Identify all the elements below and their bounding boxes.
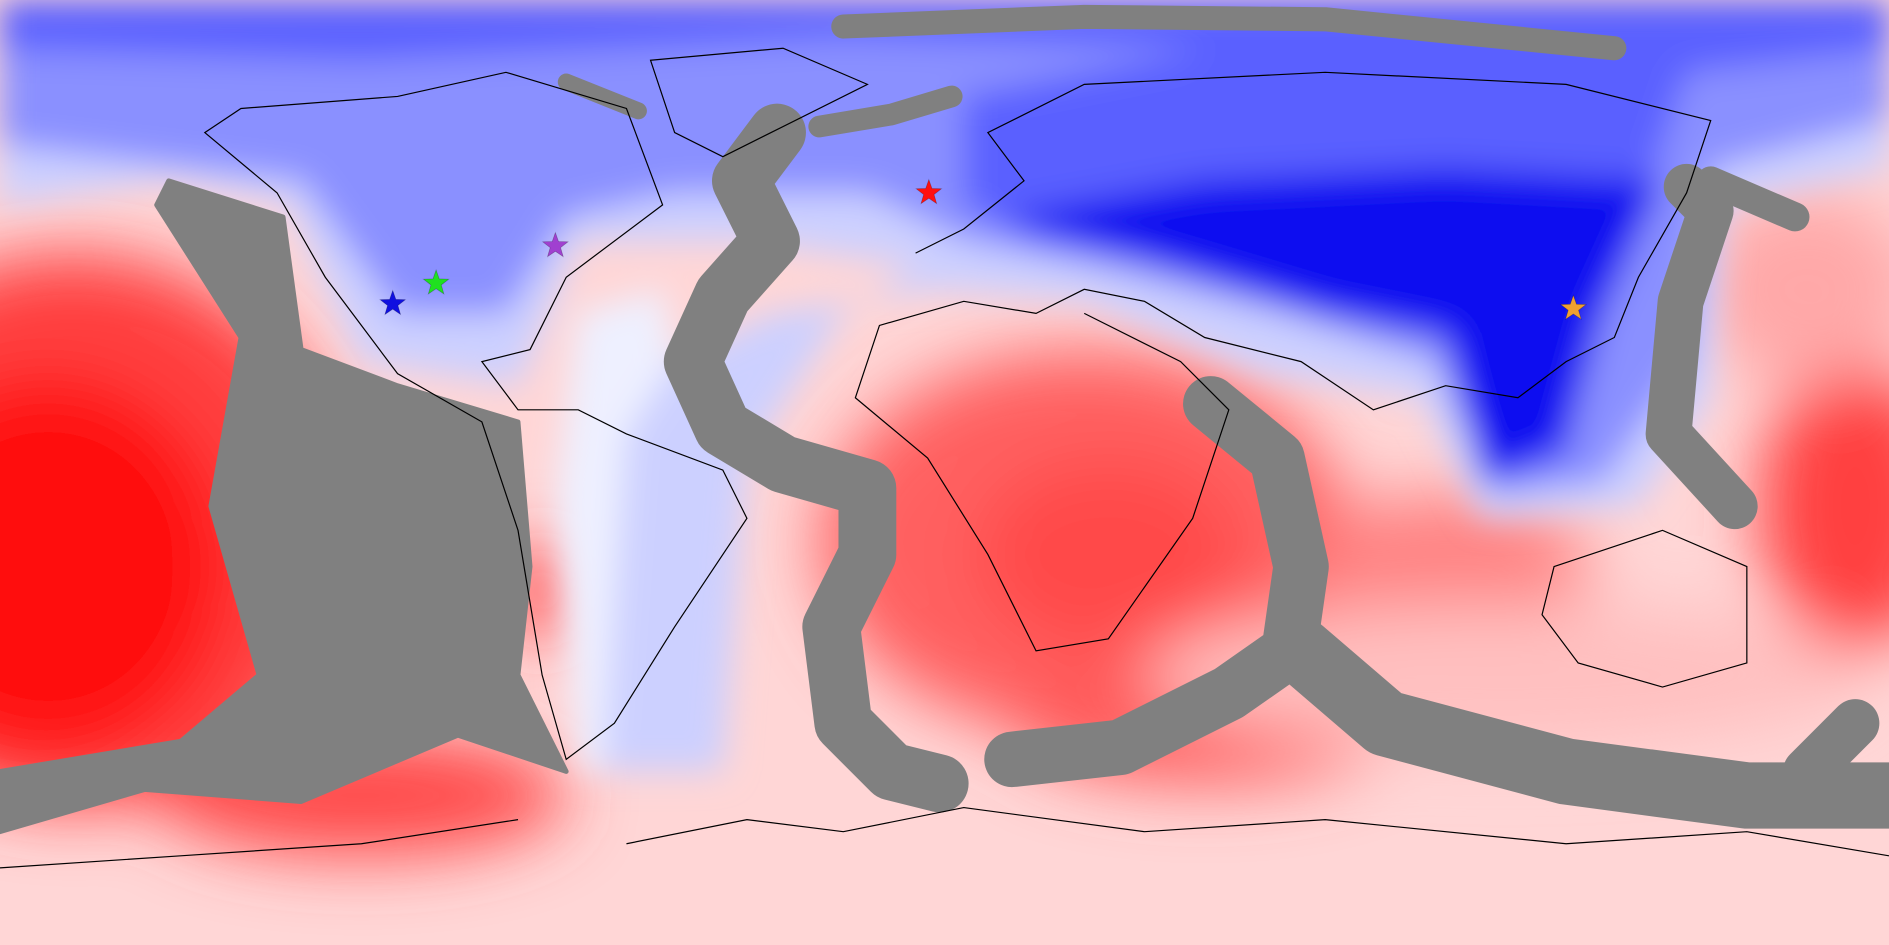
star-marker	[915, 178, 943, 205]
mask-regions	[0, 4, 1889, 835]
markers	[379, 178, 1588, 321]
star-marker	[422, 268, 450, 295]
cold-field	[0, 0, 1889, 772]
coastlines	[0, 47, 1889, 869]
star-marker	[379, 289, 407, 316]
star-marker	[1559, 294, 1588, 321]
star-marker	[541, 231, 570, 258]
